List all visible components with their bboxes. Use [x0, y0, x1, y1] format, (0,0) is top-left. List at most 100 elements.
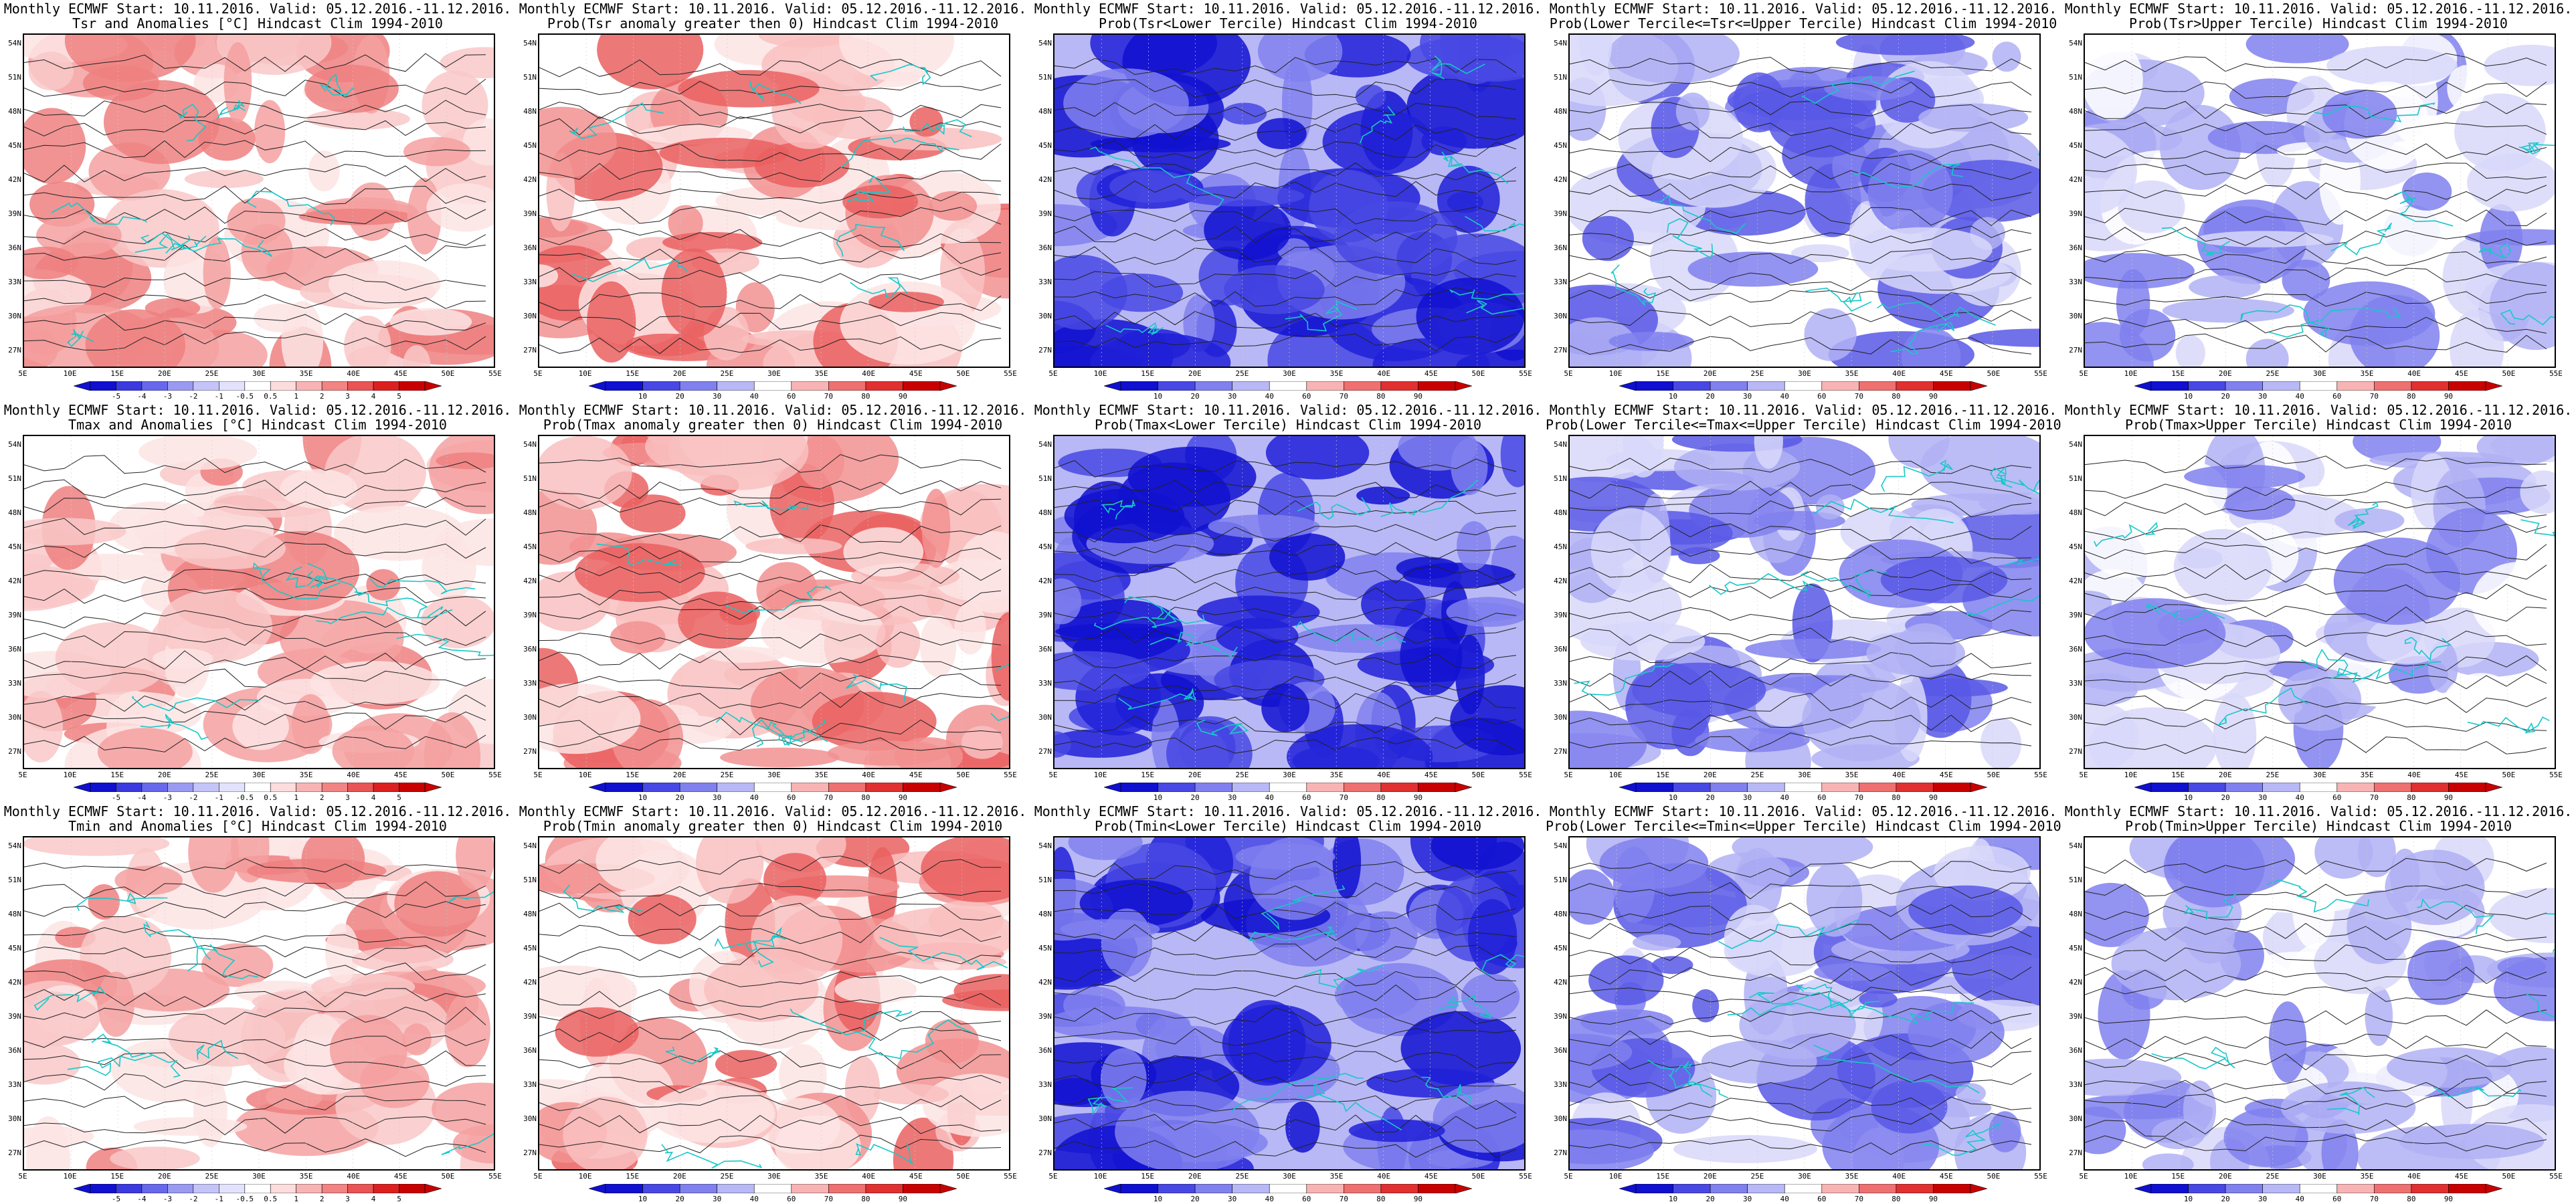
panel-title-line1: Monthly ECMWF Start: 10.11.2016. Valid: …: [519, 803, 1027, 819]
shaded-region: [1235, 843, 1336, 870]
colorbar-segment: [1380, 381, 1418, 391]
lon-tick-label: 35E: [1329, 369, 1344, 378]
coastline: [1674, 1060, 1713, 1097]
colorbar-segment: [1821, 783, 1859, 792]
lon-tick-label: 30E: [252, 369, 266, 378]
colorbar-segment: [244, 381, 271, 391]
lat-tick-label: 39N: [523, 209, 537, 218]
coastline: [252, 562, 341, 600]
lat-tick-label: 33N: [1554, 1080, 1567, 1089]
isotherm-line: [1570, 627, 2032, 646]
colorbar-segment: [828, 783, 866, 792]
isotherm-line: [1054, 332, 1517, 352]
coastline: [1441, 151, 1509, 184]
isotherm-line: [1054, 924, 1517, 942]
shaded-region: [1402, 563, 1515, 589]
colorbar-svg: [1619, 783, 1987, 792]
lon-tick-label: 25E: [205, 1172, 219, 1181]
lat-tick-label: 42N: [1554, 577, 1567, 585]
shaded-region: [309, 661, 440, 704]
shaded-region: [254, 304, 306, 332]
shaded-region: [1208, 514, 1320, 538]
colorbar-segment: [1933, 1184, 1971, 1193]
lat-tick-label: 42N: [1554, 175, 1567, 184]
coastline: [2394, 191, 2454, 227]
colorbar: [1619, 1184, 1987, 1193]
colorbar-label: 30: [2258, 1195, 2268, 1203]
shaded-region: [1802, 676, 1921, 762]
lat-tick-label: 51N: [523, 876, 537, 884]
lat-tick-label: 54N: [2069, 39, 2082, 47]
shaded-region: [1261, 683, 1309, 732]
lon-tick-label: 55E: [1519, 369, 1532, 378]
isotherm-line: [24, 206, 486, 225]
isotherm-line: [24, 710, 486, 730]
coastline: [1124, 596, 1205, 625]
shaded-region: [328, 260, 441, 308]
colorbar-arrow-left: [1104, 381, 1121, 391]
lon-tick-label: 25E: [720, 369, 734, 378]
colorbar-arrow-right: [1455, 381, 1472, 391]
shaded-region: [24, 565, 96, 609]
lat-tick-label: 33N: [2069, 1080, 2082, 1089]
colorbar-segment: [903, 783, 941, 792]
colorbar-label: 90: [1928, 392, 1938, 401]
panel-title-line2: Prob(Tmin anomaly greater then 0) Hindca…: [543, 818, 1003, 834]
isotherm-line: [24, 569, 486, 585]
coastline: [840, 136, 959, 169]
colorbar-arrow-right: [424, 381, 442, 391]
colorbar-label: 60: [1302, 793, 1311, 802]
colorbar-segment: [2299, 783, 2338, 792]
colorbar-label: 20: [2221, 1195, 2230, 1203]
colorbar-svg: [1619, 381, 1987, 391]
shaded-region: [1493, 37, 1524, 56]
colorbar-label: 60: [1302, 392, 1311, 401]
shaded-region: [1687, 252, 1819, 287]
colorbar-arrow-left: [589, 381, 606, 391]
colorbar-segment: [679, 1184, 718, 1193]
shaded-region: [1979, 492, 2039, 515]
colorbar-label: 10: [2183, 793, 2193, 802]
lon-tick-label: 25E: [205, 369, 219, 378]
lat-tick-label: 39N: [1554, 1012, 1567, 1021]
colorbar-label: 30: [2258, 793, 2268, 802]
lon-tick-label: 25E: [720, 771, 734, 779]
colorbar-label: 70: [1339, 392, 1348, 401]
shaded-region: [1804, 308, 1857, 361]
colorbar-segment: [1306, 381, 1344, 391]
isotherm-line: [1054, 1114, 1517, 1133]
isotherm-line: [1570, 288, 2032, 307]
panel-title-line1: Monthly ECMWF Start: 10.11.2016. Valid: …: [1549, 402, 2057, 418]
colorbar-label: 4: [371, 1195, 376, 1203]
lat-tick-label: 33N: [8, 1080, 21, 1089]
lat-tick-label: 54N: [8, 440, 21, 449]
shaded-region: [2349, 294, 2440, 367]
colorbar-segment: [321, 1184, 349, 1193]
colorbar-label: 40: [1780, 392, 1789, 401]
isotherm-line: [24, 1096, 486, 1111]
coastline: [1708, 573, 1814, 595]
lat-tick-label: 48N: [1038, 107, 1052, 116]
isotherm-line: [24, 1138, 486, 1157]
lon-tick-label: 30E: [1283, 1172, 1296, 1181]
coastline: [2520, 519, 2555, 537]
coastline: [319, 73, 355, 98]
colorbar-label: 80: [2407, 392, 2416, 401]
colorbar-label: 70: [2369, 392, 2379, 401]
shaded-region: [2184, 464, 2306, 489]
colorbar-segment: [1710, 381, 1748, 391]
lat-tick-label: 30N: [1554, 713, 1567, 722]
lat-tick-label: 39N: [523, 1012, 537, 1021]
lat-tick-label: 54N: [523, 440, 537, 449]
lon-tick-label: 35E: [1845, 771, 1859, 779]
coastline: [195, 1039, 238, 1060]
isotherm-line: [24, 100, 486, 118]
forecast-panel: Monthly ECMWF Start: 10.11.2016. Valid: …: [1546, 0, 2061, 401]
isotherm-line: [1054, 269, 1517, 288]
colorbar-label: 90: [2444, 392, 2454, 401]
isotherm-line: [1054, 902, 1517, 920]
shaded-region: [539, 436, 632, 510]
lon-tick-label: 35E: [1845, 369, 1859, 378]
coastline: [187, 944, 258, 979]
colorbar-arrow-left: [2134, 783, 2152, 792]
